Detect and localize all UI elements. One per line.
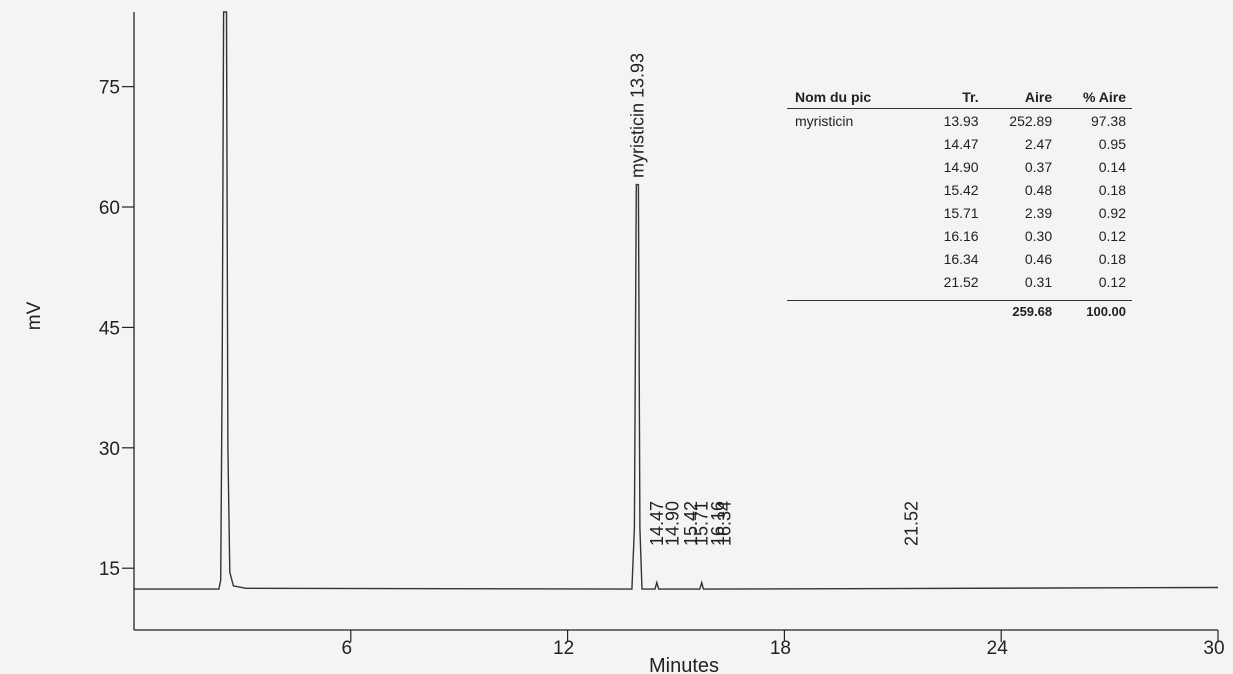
table-cell: 0.14: [1098, 158, 1126, 175]
chromatogram-trace: [134, 11, 1219, 590]
table-cell: 0.48: [1024, 181, 1053, 198]
y-tick-label: 45: [99, 318, 120, 339]
peak-label: 21.52: [902, 501, 922, 546]
table-row: 15.71 2.39 0.92: [787, 201, 1132, 224]
table-cell: 14.47: [943, 135, 979, 152]
table-row: 14.47 2.47 0.95: [787, 132, 1132, 155]
table-cell: [787, 178, 923, 201]
table-cell: [787, 224, 923, 247]
table-cell: 0.18: [1098, 181, 1126, 198]
table-cell: 0.95: [1098, 135, 1126, 152]
y-tick-label: 60: [99, 198, 120, 219]
table-cell: 2.47: [1024, 135, 1053, 152]
table-row: myristicin 13.93 252.89 97.38: [787, 109, 1132, 133]
x-tick-label: 18: [770, 638, 791, 659]
table-row: 21.52 0.31 0.12: [787, 270, 1132, 293]
y-tick-label: 15: [99, 559, 120, 580]
table-cell: [787, 132, 923, 155]
peak-labels: myristicin 13.93 14.4714.9015.4215.7116.1…: [627, 53, 921, 546]
y-tick-label: 30: [99, 439, 120, 460]
x-ticks: 6 12 18 24 30: [342, 630, 1225, 659]
peak-label: 16.34: [714, 501, 734, 546]
table-cell: [787, 201, 923, 224]
table-row: 15.42 0.48 0.18: [787, 178, 1132, 201]
x-tick-label: 30: [1203, 638, 1224, 659]
table-row: 14.90 0.37 0.14: [787, 155, 1132, 178]
table-cell: [1058, 293, 1132, 301]
table-cell: 15.42: [943, 181, 979, 198]
table-cell: 252.89: [1009, 112, 1053, 129]
table-cell: [787, 300, 923, 321]
y-axis-label: mV: [24, 301, 45, 330]
table-cell: 0.12: [1098, 227, 1126, 244]
table-cell: [787, 155, 923, 178]
table-cell: 0.30: [1024, 227, 1053, 244]
x-tick-label: 24: [987, 638, 1009, 659]
x-tick-label: 12: [553, 638, 574, 659]
table-cell: 97.38: [1090, 112, 1126, 129]
peak-table-grid: Nom du pic Tr. Aire % Aire myristicin 13.…: [787, 86, 1132, 321]
y-ticks: 15 30 45 60 75: [99, 78, 134, 580]
table-cell: 0.37: [1024, 158, 1053, 175]
table-cell: 16.34: [943, 250, 979, 267]
peak-label: 15.71: [692, 501, 712, 546]
header-peak-name: Nom du pic: [787, 86, 923, 109]
table-cell: 14.90: [943, 158, 979, 175]
table-spacer-row: [787, 293, 1132, 301]
header-retention-time: Tr.: [922, 86, 985, 109]
table-cell: 0.31: [1024, 273, 1053, 290]
table-cell: 0.92: [1098, 204, 1126, 221]
x-axis-label: Minutes: [649, 655, 719, 674]
table-cell: 21.52: [943, 273, 979, 290]
table-cell: 259.68: [984, 300, 1059, 321]
table-cell: [787, 293, 923, 301]
table-row: 16.16 0.30 0.12: [787, 224, 1132, 247]
header-area: Aire: [984, 86, 1059, 109]
table-cell: myristicin: [795, 112, 854, 129]
axes: [133, 12, 1218, 631]
table-cell: [985, 293, 1059, 301]
table-cell: [923, 293, 985, 301]
table-cell: 0.18: [1098, 250, 1126, 267]
table-cell: [787, 247, 923, 270]
table-total-row: 259.68 100.00: [787, 300, 1132, 321]
table-cell: [787, 270, 923, 293]
peak-label: 16.16: [708, 501, 728, 546]
peak-label: 14.47: [647, 501, 667, 546]
table-cell: [922, 300, 985, 321]
y-tick-label: 75: [99, 78, 120, 99]
x-tick-label: 6: [342, 638, 353, 659]
table-cell: 13.93: [943, 112, 979, 129]
peak-label: myristicin 13.93: [627, 53, 647, 178]
peak-label: 14.90: [662, 501, 682, 546]
table-cell: 15.71: [943, 204, 979, 221]
peak-table: Nom du pic Tr. Aire % Aire myristicin 13.…: [787, 86, 1132, 321]
table-cell: 0.46: [1024, 250, 1053, 267]
table-cell: 0.12: [1098, 273, 1126, 290]
table-cell: 2.39: [1024, 204, 1053, 221]
table-header-row: Nom du pic Tr. Aire % Aire: [787, 86, 1132, 109]
table-cell: 100.00: [1058, 300, 1132, 321]
table-cell: 16.16: [943, 227, 979, 244]
table-row: 16.34 0.46 0.18: [787, 247, 1132, 270]
header-area-percent: % Aire: [1058, 86, 1132, 109]
peak-label: 15.42: [681, 501, 701, 546]
